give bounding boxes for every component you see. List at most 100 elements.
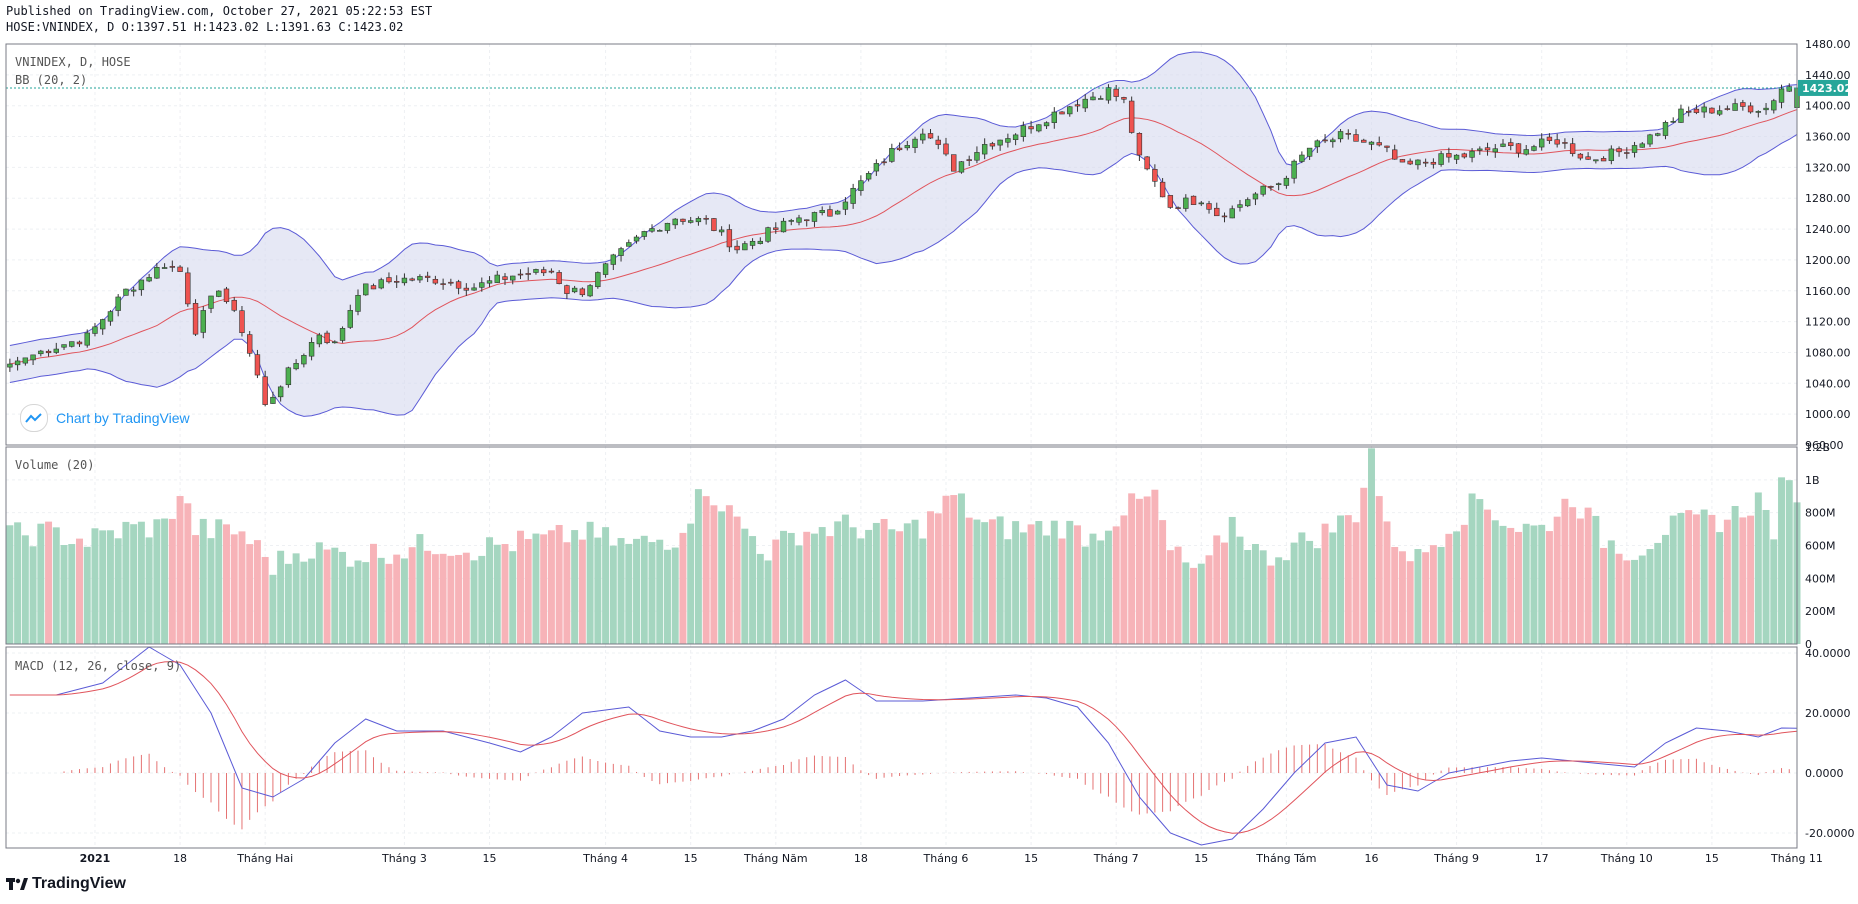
candle-body bbox=[1771, 100, 1777, 111]
volume-bar bbox=[130, 524, 138, 644]
volume-bar bbox=[1754, 492, 1762, 644]
candle-body bbox=[1655, 133, 1661, 136]
volume-bar bbox=[718, 511, 726, 644]
candle-body bbox=[958, 161, 965, 173]
volume-bar bbox=[640, 535, 648, 644]
candle-body bbox=[1569, 143, 1576, 154]
volume-bar bbox=[284, 563, 292, 644]
candle-body bbox=[935, 139, 941, 145]
volume-bar bbox=[1731, 505, 1739, 644]
volume-bar bbox=[493, 544, 501, 644]
volume-bar bbox=[942, 495, 950, 644]
candle-body bbox=[1531, 146, 1537, 151]
volume-bar bbox=[741, 528, 749, 644]
volume-bar bbox=[1104, 530, 1112, 644]
volume-bar bbox=[45, 521, 53, 644]
volume-bar bbox=[810, 533, 818, 644]
candle-body bbox=[1159, 181, 1166, 198]
volume-bar bbox=[1685, 510, 1693, 644]
price-tick-label: 1320.00 bbox=[1805, 161, 1851, 174]
volume-bar bbox=[1638, 555, 1646, 644]
candle-body bbox=[819, 210, 825, 214]
price-tick-label: 1400.00 bbox=[1805, 100, 1851, 113]
volume-bar bbox=[694, 489, 702, 644]
volume-bar bbox=[1182, 562, 1190, 644]
volume-bar bbox=[1298, 532, 1306, 644]
candle-body bbox=[1306, 147, 1313, 157]
volume-bar bbox=[91, 528, 99, 644]
volume-bar bbox=[308, 558, 316, 644]
candle-body bbox=[30, 354, 36, 361]
volume-bar bbox=[1290, 542, 1298, 644]
candle-body bbox=[393, 281, 400, 283]
candle-body bbox=[1500, 143, 1506, 147]
legend-symbol: VNINDEX, D, HOSE bbox=[15, 55, 131, 69]
volume-bars bbox=[6, 448, 1801, 644]
time-tick-label: Tháng Hai bbox=[236, 852, 293, 865]
candle-body bbox=[1005, 138, 1011, 143]
volume-bar bbox=[114, 538, 122, 644]
volume-bar bbox=[145, 537, 153, 644]
candle-body bbox=[556, 272, 562, 284]
candle-body bbox=[1368, 141, 1375, 145]
candle-body bbox=[223, 288, 230, 302]
volume-bar bbox=[1398, 551, 1406, 644]
volume-bar bbox=[1128, 493, 1136, 644]
volume-bar bbox=[1360, 487, 1368, 644]
volume-bar bbox=[431, 554, 439, 644]
volume-bar bbox=[509, 551, 517, 644]
candle-body bbox=[463, 287, 470, 291]
volume-bar bbox=[269, 574, 277, 644]
published-line: Published on TradingView.com, October 27… bbox=[6, 4, 433, 18]
volume-bar bbox=[679, 532, 687, 644]
candle-body bbox=[1631, 145, 1638, 153]
volume-bar bbox=[818, 527, 826, 644]
candle-body bbox=[14, 360, 21, 366]
tradingview-watermark[interactable]: Chart by TradingView bbox=[20, 404, 190, 432]
candle-body bbox=[324, 332, 330, 344]
tradingview-footer-logo[interactable]: TradingView bbox=[6, 875, 126, 893]
volume-bar bbox=[52, 527, 60, 644]
volume-bar bbox=[795, 545, 803, 644]
macd-line bbox=[9, 646, 1798, 846]
candle-body bbox=[649, 228, 655, 232]
volume-bar bbox=[137, 521, 145, 644]
volume-bar bbox=[671, 547, 679, 644]
candle-body bbox=[595, 272, 601, 288]
volume-bar bbox=[1135, 498, 1143, 644]
candle-body bbox=[904, 145, 911, 149]
volume-bar bbox=[1313, 548, 1321, 644]
candle-body bbox=[1469, 150, 1475, 158]
candle-body bbox=[1724, 108, 1731, 110]
volume-bar bbox=[1236, 536, 1244, 644]
candle-body bbox=[533, 269, 539, 273]
candle-body bbox=[479, 282, 485, 288]
candle-body bbox=[1051, 111, 1057, 123]
volume-bar bbox=[199, 518, 207, 644]
volume-bar bbox=[547, 530, 555, 644]
volume-bar bbox=[1545, 531, 1553, 644]
candle-body bbox=[920, 133, 926, 141]
candle-body bbox=[293, 363, 299, 370]
volume-tick-label: 1.2B bbox=[1805, 441, 1830, 454]
volume-bar bbox=[1569, 507, 1577, 644]
candle-body bbox=[1082, 98, 1088, 109]
candle-body bbox=[370, 285, 377, 290]
candle-body bbox=[1747, 105, 1754, 113]
candle-body bbox=[1260, 185, 1266, 195]
volume-bar bbox=[957, 493, 965, 644]
volume-bar bbox=[76, 538, 83, 644]
candle-body bbox=[1716, 110, 1723, 115]
volume-bar bbox=[780, 530, 787, 644]
volume-bar bbox=[416, 534, 424, 644]
volume-bar bbox=[362, 562, 370, 644]
candle-body bbox=[1152, 169, 1158, 182]
volume-bar bbox=[106, 530, 114, 644]
volume-bar bbox=[354, 560, 362, 644]
volume-bar bbox=[1716, 532, 1724, 644]
candle-body bbox=[1662, 122, 1669, 136]
candle-body bbox=[1314, 140, 1321, 148]
candle-body bbox=[1275, 183, 1282, 185]
candle-body bbox=[927, 133, 934, 139]
